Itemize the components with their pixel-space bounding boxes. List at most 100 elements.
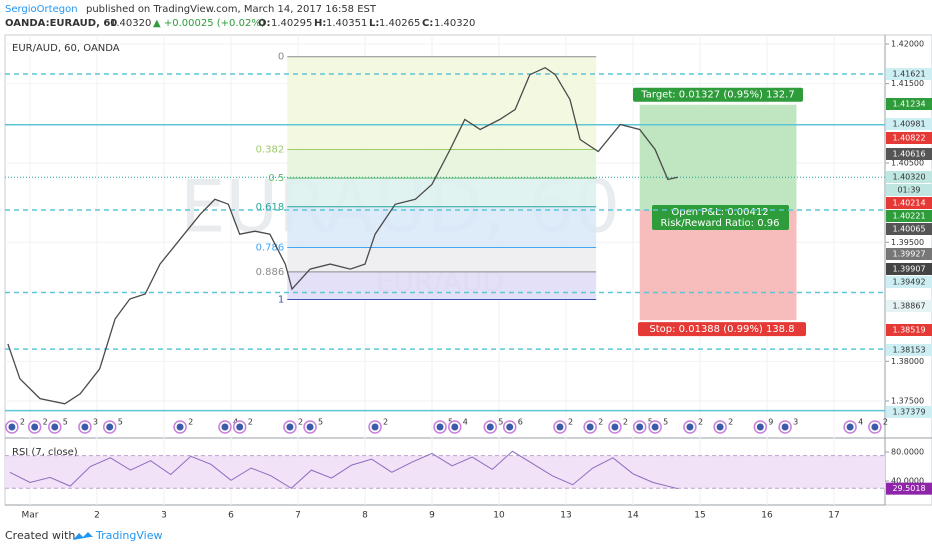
close: 1.40320 — [434, 18, 475, 29]
fib-level-label: 0.886 — [256, 267, 285, 278]
low: 1.40265 — [379, 18, 420, 29]
event-count: 3 — [793, 418, 798, 427]
x-tick-label: 14 — [627, 511, 639, 521]
event-flag — [451, 423, 459, 431]
x-tick-label: 10 — [493, 511, 505, 521]
rsi-title: RSI (7, close) — [12, 447, 78, 458]
y-tick-label: 1.39500 — [891, 238, 924, 247]
price-label-bg — [886, 210, 932, 222]
event-count: 2 — [698, 418, 703, 427]
event-count: 2 — [298, 418, 303, 427]
price-label-bg — [886, 184, 932, 196]
price-label: 1.40065 — [892, 225, 925, 234]
fib-zone — [287, 206, 597, 248]
price-label-bg — [886, 406, 932, 418]
header: SergioOrtegon published on TradingView.c… — [5, 4, 475, 29]
x-tick-label: 2 — [94, 511, 100, 521]
event-count: 2 — [20, 418, 25, 427]
event-count: 5 — [318, 418, 323, 427]
price-label-bg — [886, 344, 932, 356]
pane-title: EUR/AUD, 60, OANDA — [12, 43, 120, 54]
price-label: 1.38519 — [892, 326, 925, 335]
x-tick-label: 9 — [429, 511, 435, 521]
published: published on TradingView.com, March 14, … — [86, 4, 377, 15]
event-flag — [221, 423, 229, 431]
event-flag — [846, 423, 854, 431]
rsi-y-tick-label: 80.0000 — [891, 447, 924, 456]
price-label-bg — [886, 171, 932, 183]
price-label-bg — [886, 223, 932, 235]
rsi-value-label-bg — [886, 482, 932, 495]
rsi-value-label: 29.5018 — [892, 484, 925, 493]
event-count: 2 — [728, 418, 733, 427]
footer: Created with TradingView — [5, 529, 162, 542]
event-count: 5 — [648, 418, 653, 427]
close-label: C: — [422, 18, 433, 29]
event-flag — [51, 423, 59, 431]
price-label-bg — [886, 118, 932, 130]
price-label-bg — [886, 132, 932, 144]
event-count: 4 — [858, 418, 863, 427]
event-flag — [586, 423, 594, 431]
chart-layer: EURAUD, 60EUR/AUDMar2367891013141516171.… — [5, 35, 932, 521]
event-flag — [176, 423, 184, 431]
event-flag — [8, 423, 16, 431]
low-label: L: — [369, 18, 379, 29]
event-flag — [871, 423, 879, 431]
last: 1.40320 — [110, 18, 151, 29]
stop-label: Stop: 0.01388 (0.99%) 138.8 — [649, 324, 794, 335]
fib-level-label: 0.382 — [256, 144, 285, 155]
y-tick-label: 1.40500 — [891, 158, 924, 167]
event-flag — [651, 423, 659, 431]
event-flag — [556, 423, 564, 431]
x-tick-label: 6 — [228, 511, 234, 521]
footer-logo — [73, 532, 93, 540]
fib-level-label: 0.618 — [256, 202, 285, 213]
high: 1.40351 — [326, 18, 367, 29]
event-flag — [106, 423, 114, 431]
footer-brand[interactable]: TradingView — [95, 529, 162, 542]
price-label-bg — [886, 300, 932, 312]
event-flag — [236, 423, 244, 431]
y-tick-label: 1.38000 — [891, 357, 924, 366]
x-tick-label: 13 — [560, 511, 571, 521]
price-label: 1.38153 — [892, 346, 925, 355]
open-label: O: — [258, 18, 271, 29]
price-label-bg — [886, 276, 932, 288]
price-label: 1.39907 — [892, 265, 925, 274]
event-flag — [31, 423, 39, 431]
y-tick-label: 1.41500 — [891, 79, 924, 88]
fib-zone — [287, 271, 597, 300]
price-label: 1.39492 — [892, 278, 925, 287]
event-flag — [611, 423, 619, 431]
author[interactable]: SergioOrtegon — [5, 4, 78, 15]
rr-label: Risk/Reward Ratio: 0.96 — [660, 218, 779, 229]
stop-label-bg — [638, 322, 806, 337]
price-label-bg — [886, 197, 932, 209]
price-label-bg — [886, 324, 932, 336]
price-label: 1.39927 — [892, 250, 925, 259]
y-tick-label: 1.37500 — [891, 396, 924, 405]
event-count: 2 — [43, 418, 48, 427]
x-tick-label: 17 — [828, 511, 839, 521]
price-label: 1.40214 — [892, 199, 925, 208]
price-label: 1.41621 — [892, 70, 925, 79]
price-line — [7, 66, 679, 405]
event-count: 2 — [248, 418, 253, 427]
rsi-band — [5, 455, 885, 489]
x-tick-label: 16 — [761, 511, 773, 521]
price-label: 1.37379 — [892, 408, 925, 417]
y-tick-label: 1.42000 — [891, 39, 924, 48]
event-flag — [81, 423, 89, 431]
pnl-label: Open P&L: 0.00412 — [671, 207, 768, 218]
event-count: 2 — [883, 418, 888, 427]
fib-level-label: 1 — [278, 295, 284, 306]
fib-zone — [287, 178, 597, 207]
price-label-bg — [886, 263, 932, 275]
event-count: 2 — [188, 418, 193, 427]
price-label: 1.40981 — [892, 120, 925, 129]
footer-created: Created with — [5, 529, 75, 542]
target-zone — [639, 104, 797, 211]
price-label: 1.40822 — [892, 134, 925, 143]
